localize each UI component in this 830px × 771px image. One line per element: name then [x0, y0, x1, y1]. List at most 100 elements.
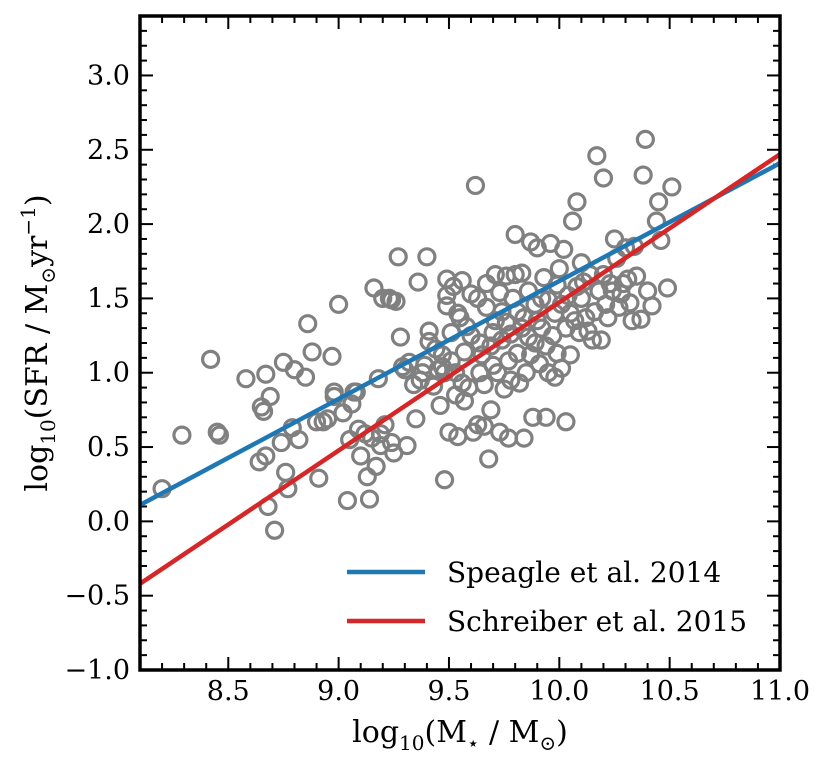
- scatter-point: [587, 146, 607, 166]
- scatter-point: [236, 369, 256, 389]
- scatter-point: [593, 168, 614, 188]
- scatter-point: [368, 369, 388, 389]
- scatter-point: [609, 297, 629, 317]
- scatter-point: [317, 409, 338, 429]
- scatter-point: [481, 400, 501, 420]
- scatter-point: [201, 349, 221, 369]
- y-tick-label: 3.0: [87, 60, 130, 91]
- scatter-point: [622, 311, 642, 331]
- scatter-point: [209, 425, 230, 445]
- scatter-point: [271, 432, 291, 453]
- y-tick-label: 0.5: [87, 432, 130, 463]
- scatter-point: [649, 192, 669, 212]
- scatter-point: [265, 520, 285, 540]
- scatter-point: [406, 409, 426, 429]
- scatter-point: [295, 367, 316, 387]
- scatter-point: [373, 288, 393, 309]
- plot-frame: [138, 14, 782, 672]
- scatter-point: [386, 291, 406, 311]
- y-tick-label: −0.5: [64, 581, 130, 612]
- scatter-point: [633, 165, 653, 185]
- scatter-point: [388, 247, 408, 267]
- scatter-point: [441, 351, 461, 371]
- scatter-point: [578, 321, 598, 341]
- scatter-point: [256, 446, 276, 466]
- scatter-point: [635, 129, 655, 149]
- speagle-line: [138, 161, 782, 507]
- y-tick-label: 2.5: [87, 135, 130, 166]
- scatter-point: [306, 412, 327, 432]
- scatter-point: [390, 327, 411, 347]
- scatter-point: [452, 270, 472, 291]
- scatter-point: [366, 456, 386, 476]
- scatter-point: [289, 430, 309, 450]
- scatter-point: [474, 375, 494, 395]
- scatter-point: [626, 266, 647, 286]
- schreiber-line: [138, 152, 782, 586]
- x-tick-label: 10.5: [640, 676, 700, 707]
- scatter-point: [507, 343, 527, 364]
- scatter-point: [604, 229, 625, 249]
- scatter-point: [562, 211, 583, 231]
- legend: Speagle et al. 2014 Schreiber et al. 201…: [347, 556, 747, 638]
- scatter-point: [408, 272, 428, 292]
- scatter-point: [523, 407, 543, 427]
- scatter-point: [485, 265, 505, 285]
- y-tick-label: −1.0: [64, 655, 130, 686]
- y-tick-label: 0.0: [87, 506, 130, 537]
- legend-label-speagle: Speagle et al. 2014: [447, 556, 721, 589]
- scatter-point: [591, 330, 611, 350]
- scatter-point: [662, 177, 682, 197]
- scatter-point: [357, 467, 377, 487]
- scatter-point: [642, 296, 662, 316]
- legend-label-schreiber: Schreiber et al. 2015: [447, 605, 747, 638]
- scatter-point: [260, 386, 280, 407]
- scatter-point: [337, 490, 358, 511]
- scatter-point: [620, 293, 640, 313]
- scatter-point: [501, 370, 521, 390]
- scatter-point: [512, 263, 532, 283]
- scatter-point: [536, 407, 556, 427]
- x-tick-labels: 8.5 9.0 9.5 10.0 10.5 11.0: [207, 676, 810, 707]
- scatter-point: [631, 309, 651, 329]
- x-axis-label: log10(M⋆ / M⊙): [352, 715, 568, 755]
- scatter-point: [565, 311, 585, 331]
- scatter-point: [322, 346, 342, 366]
- scatter-points: [152, 129, 682, 540]
- scatter-point: [397, 435, 417, 456]
- y-tick-label: 1.5: [87, 283, 130, 314]
- fit-lines: [138, 152, 782, 586]
- scatter-point: [516, 363, 536, 383]
- y-tick-label: 1.0: [87, 358, 130, 389]
- scatter-point: [342, 394, 362, 414]
- scatter-point: [560, 345, 580, 365]
- scatter-point: [556, 412, 576, 432]
- x-tick-label: 9.0: [317, 676, 360, 707]
- scatter-point: [465, 175, 486, 196]
- scatter-point: [276, 462, 296, 482]
- scatter-point: [470, 333, 490, 353]
- scatter-point: [309, 468, 329, 488]
- y-tick-labels: −1.0 −0.5 0.0 0.5 1.0 1.5 2.0 2.5 3.0: [64, 60, 130, 686]
- scatter-point: [434, 470, 455, 490]
- scatter-point: [657, 278, 678, 298]
- scatter-point: [618, 269, 638, 289]
- scatter-point: [454, 342, 475, 362]
- scatter-point: [567, 192, 587, 212]
- scatter-point: [430, 395, 450, 416]
- x-tick-label: 10.0: [529, 676, 589, 707]
- scatter-point: [298, 314, 318, 334]
- scatter-point: [514, 428, 534, 448]
- scatter-point: [549, 259, 569, 279]
- x-tick-label: 8.5: [207, 676, 250, 707]
- scatter-point: [172, 425, 192, 445]
- scatter-point: [598, 308, 618, 328]
- scatter-point: [302, 342, 322, 362]
- scatter-point: [417, 247, 437, 267]
- scatter-point: [351, 446, 371, 466]
- scatter-point: [256, 364, 276, 384]
- scatter-point: [329, 294, 349, 314]
- scatter-point: [479, 449, 499, 469]
- x-tick-label: 11.0: [750, 676, 810, 707]
